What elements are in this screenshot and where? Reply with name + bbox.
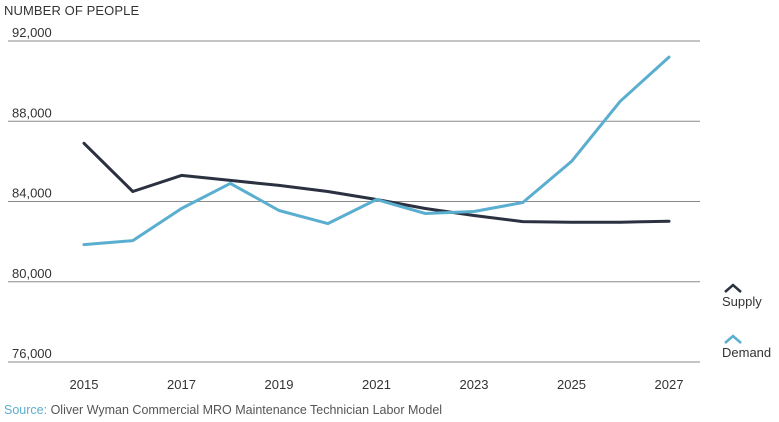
source-label: Source: xyxy=(4,403,48,417)
y-tick-label: 92,000 xyxy=(12,25,52,40)
legend-item-supply: Supply xyxy=(722,282,762,309)
demand-legend-chevron-icon xyxy=(724,334,742,344)
x-tick-label: 2023 xyxy=(460,377,489,392)
y-tick-labels: 92,000 88,000 84,000 80,000 76,000 xyxy=(12,25,52,361)
y-tick-label: 80,000 xyxy=(12,266,52,281)
series-line-demand xyxy=(82,55,671,247)
source-note: Source: Oliver Wyman Commercial MRO Main… xyxy=(4,403,442,417)
y-axis-title: NUMBER OF PEOPLE xyxy=(4,3,140,18)
y-tick-label: 88,000 xyxy=(12,105,52,120)
y-tick-label: 76,000 xyxy=(12,346,52,361)
series-line-supply xyxy=(82,141,671,224)
x-tick-label: 2017 xyxy=(167,377,196,392)
x-tick-label: 2019 xyxy=(265,377,294,392)
series-lines xyxy=(82,55,671,247)
legend-label-supply: Supply xyxy=(722,294,762,309)
x-tick-label: 2021 xyxy=(362,377,391,392)
x-tick-label: 2025 xyxy=(557,377,586,392)
x-tick-labels: 2015 2017 2019 2021 2023 2025 2027 xyxy=(70,377,684,392)
x-tick-label: 2027 xyxy=(655,377,684,392)
legend-item-demand: Demand xyxy=(722,333,771,360)
legend-label-demand: Demand xyxy=(722,345,772,360)
x-tick-label: 2015 xyxy=(70,377,99,392)
supply-legend-chevron-icon xyxy=(724,283,742,293)
y-tick-label: 84,000 xyxy=(12,186,52,201)
source-text: Oliver Wyman Commercial MRO Maintenance … xyxy=(50,403,443,417)
gridlines xyxy=(8,40,700,363)
